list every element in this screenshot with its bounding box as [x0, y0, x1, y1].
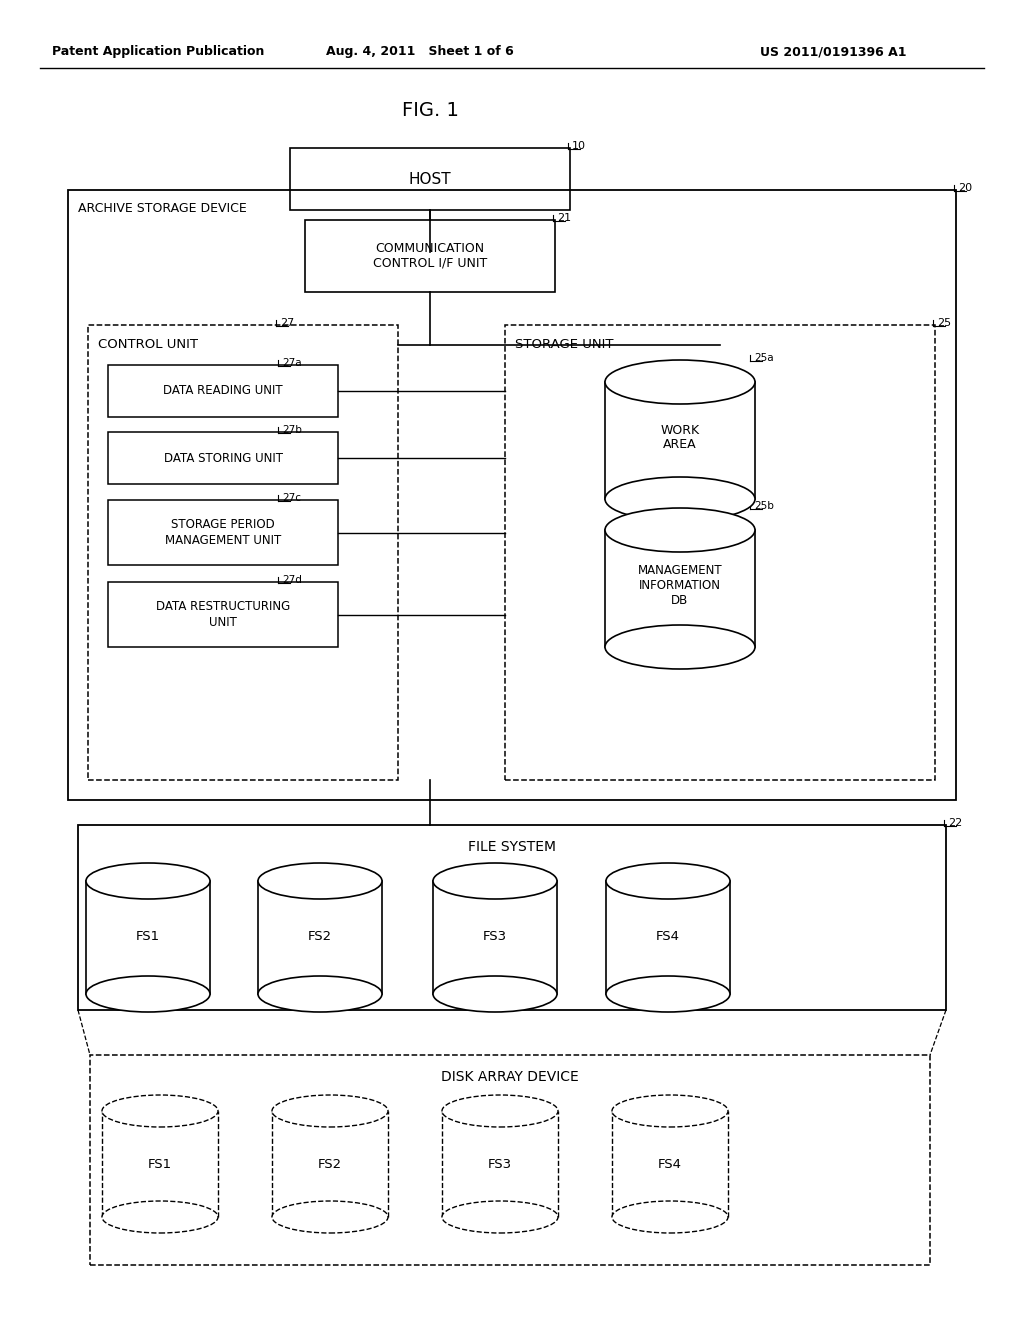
Text: STORAGE UNIT: STORAGE UNIT: [515, 338, 613, 351]
Ellipse shape: [612, 1201, 728, 1233]
Ellipse shape: [86, 975, 210, 1012]
Ellipse shape: [442, 1096, 558, 1127]
Text: 27a: 27a: [282, 358, 302, 368]
Text: 25a: 25a: [754, 352, 773, 363]
Text: 25b: 25b: [754, 502, 774, 511]
Text: CONTROL UNIT: CONTROL UNIT: [98, 338, 198, 351]
Bar: [108, 582, 338, 647]
Text: 10: 10: [572, 141, 586, 150]
Text: FS2: FS2: [308, 931, 332, 942]
Ellipse shape: [433, 975, 557, 1012]
Bar: [442, 1111, 558, 1217]
Bar: [108, 500, 338, 565]
Text: FS1: FS1: [136, 931, 160, 942]
Bar: [433, 880, 557, 994]
Bar: [606, 880, 730, 994]
Text: 27b: 27b: [282, 425, 302, 436]
Ellipse shape: [605, 477, 755, 521]
Bar: [78, 825, 946, 1010]
Ellipse shape: [86, 863, 210, 899]
Text: WORK
AREA: WORK AREA: [660, 424, 699, 451]
Ellipse shape: [258, 863, 382, 899]
Ellipse shape: [606, 975, 730, 1012]
Text: 21: 21: [557, 213, 571, 223]
Text: DISK ARRAY DEVICE: DISK ARRAY DEVICE: [441, 1071, 579, 1084]
Ellipse shape: [102, 1096, 218, 1127]
Ellipse shape: [102, 1201, 218, 1233]
Bar: [612, 1111, 728, 1217]
Text: 27d: 27d: [282, 576, 302, 585]
Ellipse shape: [272, 1096, 388, 1127]
Bar: [605, 531, 755, 647]
Text: ARCHIVE STORAGE DEVICE: ARCHIVE STORAGE DEVICE: [78, 202, 247, 214]
Text: STORAGE PERIOD
MANAGEMENT UNIT: STORAGE PERIOD MANAGEMENT UNIT: [165, 519, 282, 546]
Text: FS1: FS1: [147, 1158, 172, 1171]
Text: FIG. 1: FIG. 1: [401, 100, 459, 120]
Text: 20: 20: [958, 183, 972, 193]
Text: FS3: FS3: [483, 931, 507, 942]
Ellipse shape: [605, 624, 755, 669]
Text: COMMUNICATION
CONTROL I/F UNIT: COMMUNICATION CONTROL I/F UNIT: [373, 242, 487, 271]
Text: FILE SYSTEM: FILE SYSTEM: [468, 840, 556, 854]
Text: 27: 27: [280, 318, 294, 327]
Text: FS4: FS4: [656, 931, 680, 942]
Text: DATA STORING UNIT: DATA STORING UNIT: [164, 451, 283, 465]
Bar: [290, 148, 570, 210]
Text: FS2: FS2: [317, 1158, 342, 1171]
Ellipse shape: [605, 508, 755, 552]
Bar: [605, 381, 755, 499]
Bar: [88, 325, 398, 780]
Ellipse shape: [433, 863, 557, 899]
Bar: [108, 366, 338, 417]
Bar: [102, 1111, 218, 1217]
Text: Aug. 4, 2011   Sheet 1 of 6: Aug. 4, 2011 Sheet 1 of 6: [326, 45, 514, 58]
Text: US 2011/0191396 A1: US 2011/0191396 A1: [760, 45, 906, 58]
Text: MANAGEMENT
INFORMATION
DB: MANAGEMENT INFORMATION DB: [638, 564, 722, 607]
Bar: [90, 1055, 930, 1265]
Bar: [258, 880, 382, 994]
Text: 25: 25: [937, 318, 951, 327]
Text: 27c: 27c: [282, 492, 301, 503]
Ellipse shape: [442, 1201, 558, 1233]
Text: DATA READING UNIT: DATA READING UNIT: [163, 384, 283, 397]
Text: HOST: HOST: [409, 172, 452, 186]
Text: FS3: FS3: [488, 1158, 512, 1171]
Bar: [86, 880, 210, 994]
Bar: [305, 220, 555, 292]
Text: DATA RESTRUCTURING
UNIT: DATA RESTRUCTURING UNIT: [156, 601, 290, 628]
Bar: [68, 190, 956, 800]
Text: 22: 22: [948, 818, 963, 828]
Ellipse shape: [272, 1201, 388, 1233]
Bar: [505, 325, 935, 780]
Ellipse shape: [605, 360, 755, 404]
Bar: [272, 1111, 388, 1217]
Text: Patent Application Publication: Patent Application Publication: [52, 45, 264, 58]
Text: FS4: FS4: [658, 1158, 682, 1171]
Ellipse shape: [612, 1096, 728, 1127]
Ellipse shape: [258, 975, 382, 1012]
Ellipse shape: [606, 863, 730, 899]
Bar: [108, 432, 338, 484]
